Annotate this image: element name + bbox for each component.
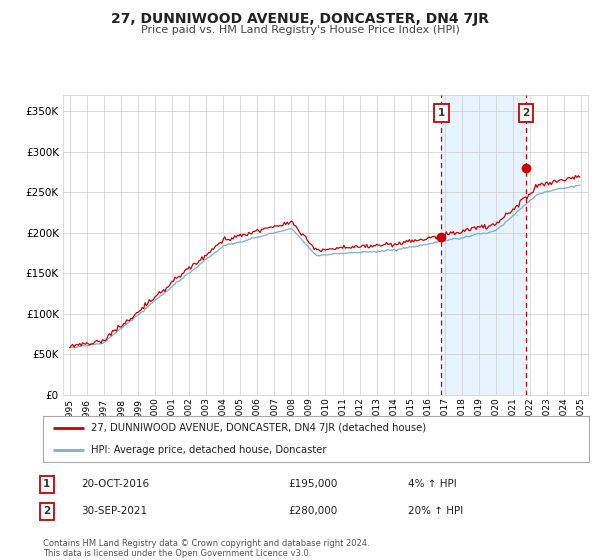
Text: 1: 1	[43, 479, 50, 489]
Text: HPI: Average price, detached house, Doncaster: HPI: Average price, detached house, Donc…	[91, 445, 327, 455]
Bar	[442, 95, 526, 395]
Text: 27, DUNNIWOOD AVENUE, DONCASTER, DN4 7JR: 27, DUNNIWOOD AVENUE, DONCASTER, DN4 7JR	[111, 12, 489, 26]
Text: 2: 2	[43, 506, 50, 516]
Text: £195,000: £195,000	[288, 479, 337, 489]
Text: £280,000: £280,000	[288, 506, 337, 516]
Text: Contains HM Land Registry data © Crown copyright and database right 2024.
This d: Contains HM Land Registry data © Crown c…	[43, 539, 370, 558]
Text: 20-OCT-2016: 20-OCT-2016	[81, 479, 149, 489]
Text: 27, DUNNIWOOD AVENUE, DONCASTER, DN4 7JR (detached house): 27, DUNNIWOOD AVENUE, DONCASTER, DN4 7JR…	[91, 423, 427, 433]
Text: 4% ↑ HPI: 4% ↑ HPI	[408, 479, 457, 489]
Text: 20% ↑ HPI: 20% ↑ HPI	[408, 506, 463, 516]
Text: Price paid vs. HM Land Registry's House Price Index (HPI): Price paid vs. HM Land Registry's House …	[140, 25, 460, 35]
Text: 30-SEP-2021: 30-SEP-2021	[81, 506, 147, 516]
Text: 2: 2	[522, 108, 529, 118]
Text: 1: 1	[438, 108, 445, 118]
